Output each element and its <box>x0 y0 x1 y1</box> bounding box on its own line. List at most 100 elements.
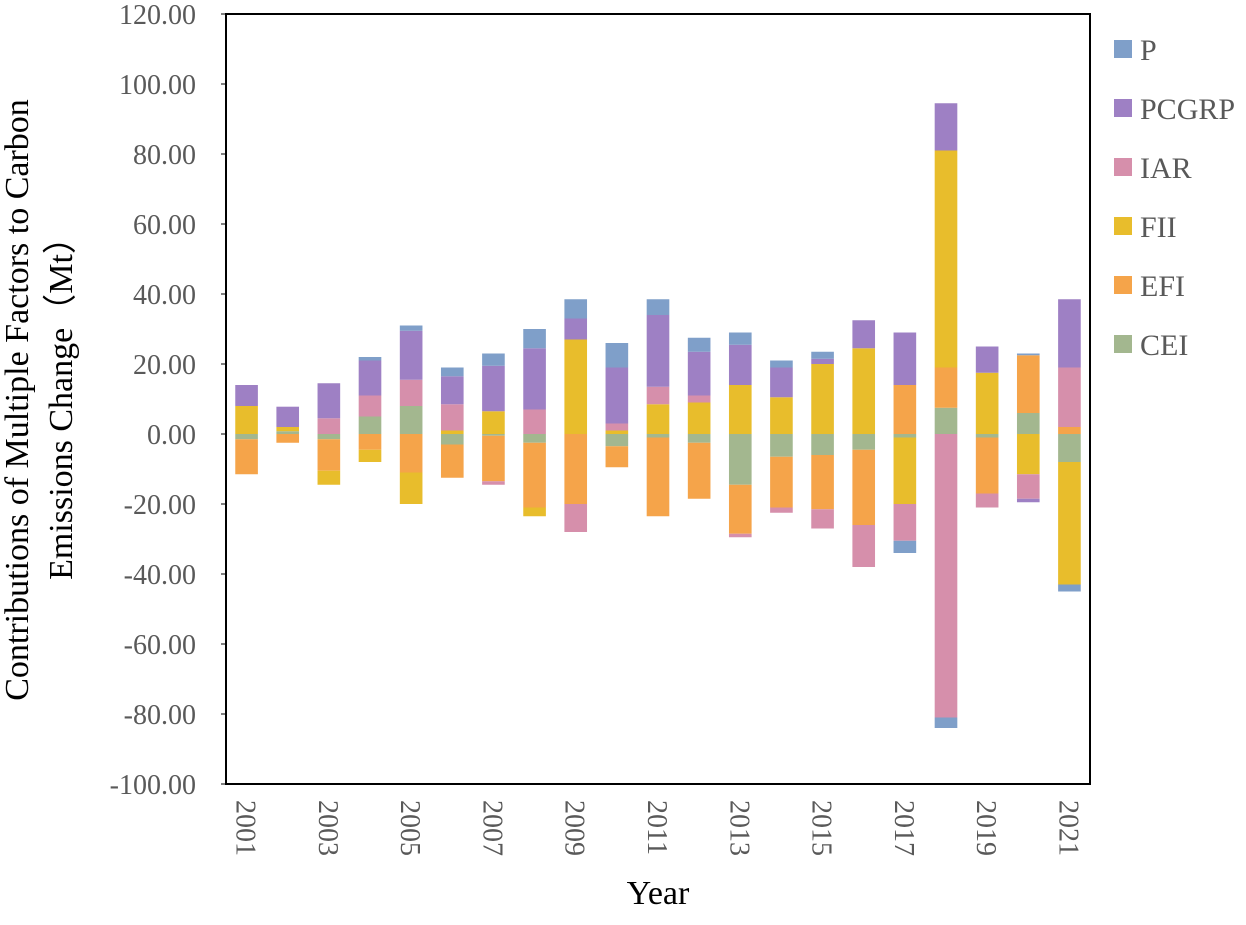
bar-segment <box>235 406 258 434</box>
legend-swatch <box>1114 217 1132 235</box>
bar-segment <box>523 442 546 508</box>
legend-label: EFI <box>1140 270 1185 303</box>
bar-segment <box>811 364 834 434</box>
legend-swatch <box>1114 40 1132 58</box>
bar-segment <box>811 434 834 455</box>
bar-segment <box>646 434 670 438</box>
bar-segment <box>399 434 423 473</box>
bar-segment <box>770 456 793 508</box>
bar-segment <box>523 434 546 443</box>
bar-segment <box>811 351 834 359</box>
y-tick-label: -80.00 <box>124 700 196 731</box>
bar-segment <box>975 346 999 373</box>
bar-segment <box>1016 355 1040 413</box>
bar-segment <box>523 507 546 517</box>
x-tick-label: 2003 <box>312 800 343 856</box>
x-tick-label: 2015 <box>806 800 837 856</box>
bar-segment <box>893 385 917 434</box>
bar-segment <box>770 507 793 513</box>
y-tick-label: 40.00 <box>133 280 196 311</box>
bar-segment <box>646 404 670 434</box>
bar-segment <box>770 367 793 398</box>
legend-label: P <box>1140 34 1157 67</box>
bar-segment <box>687 351 711 396</box>
bar-segment <box>1016 498 1040 503</box>
bar-segment <box>728 332 752 345</box>
bar-segment <box>235 434 258 440</box>
bar-segment <box>893 332 917 385</box>
bar-segment <box>770 434 793 457</box>
bar-segment <box>523 329 546 349</box>
bar-segment <box>893 504 917 541</box>
bar-segment <box>482 435 505 482</box>
bar-segment <box>482 411 505 434</box>
bar-segment <box>605 446 629 468</box>
bar-segment <box>440 430 464 434</box>
y-axis-title: Emissions Change（Mt） <box>42 220 80 580</box>
x-tick-label: 2011 <box>641 800 672 855</box>
bar-segment <box>399 406 423 434</box>
bar-segment <box>358 357 382 361</box>
bar-segment <box>440 367 464 377</box>
plot-frame <box>225 13 1091 785</box>
bar-segment <box>482 434 505 436</box>
bar-segment <box>317 470 341 485</box>
bar-segment <box>564 299 588 319</box>
x-tick-label: 2007 <box>476 800 507 856</box>
bar-segment <box>564 504 588 532</box>
y-axis-title: Contributions of Multiple Factors to Car… <box>0 99 36 701</box>
bar-segment <box>358 416 382 434</box>
bar-segment <box>934 434 958 718</box>
legend-label: PCGRP <box>1140 93 1235 126</box>
bar-segment <box>605 430 629 434</box>
y-tick-label: 20.00 <box>133 350 196 381</box>
y-tick-label: -40.00 <box>124 560 196 591</box>
bar-segment <box>852 525 876 567</box>
bar-segment <box>1016 474 1040 499</box>
y-tick-label: 120.00 <box>119 0 196 31</box>
x-tick-label: 2013 <box>723 800 754 856</box>
bar-segment <box>811 509 834 529</box>
y-tick-label: 60.00 <box>133 210 196 241</box>
bar-segment <box>1058 462 1081 585</box>
bar-segment <box>358 434 382 450</box>
bar-segment <box>1058 427 1081 434</box>
bar-segment <box>687 402 711 434</box>
bar-segment <box>399 379 423 406</box>
bar-segment <box>646 315 670 387</box>
bar-segment <box>852 449 876 525</box>
bar-segment <box>317 418 341 434</box>
x-axis-title: Year <box>627 875 690 912</box>
y-tick-label: -100.00 <box>110 770 196 801</box>
bar-segment <box>440 376 464 405</box>
bar-segment <box>440 444 464 478</box>
bar-segment <box>852 348 876 434</box>
bar-segment <box>276 434 300 443</box>
bar-segment <box>1058 434 1081 462</box>
bar-segment <box>564 339 588 434</box>
bar-segment <box>770 360 793 368</box>
legend-swatch <box>1114 276 1132 294</box>
bar-segment <box>276 431 300 434</box>
y-tick-label: 0.00 <box>147 420 196 451</box>
bar-segment <box>975 372 999 434</box>
y-tick-label: 100.00 <box>119 70 196 101</box>
bar-segment <box>358 360 382 396</box>
bar-segment <box>235 385 258 406</box>
bar-segment <box>358 449 382 462</box>
bar-segment <box>728 434 752 485</box>
x-tick-label: 2001 <box>230 800 261 856</box>
x-tick-label: 2009 <box>559 800 590 856</box>
bar-segment <box>975 437 999 494</box>
bar-segment <box>399 472 423 504</box>
bar-segment <box>687 337 711 352</box>
bar-segment <box>934 407 958 434</box>
bar-segment <box>646 437 670 517</box>
bar-segment <box>893 437 917 504</box>
bar-segment <box>934 103 958 151</box>
bar-segment <box>317 434 341 440</box>
bar-segment <box>564 318 588 340</box>
bar-segment <box>482 365 505 412</box>
bar-segment <box>1016 413 1040 434</box>
